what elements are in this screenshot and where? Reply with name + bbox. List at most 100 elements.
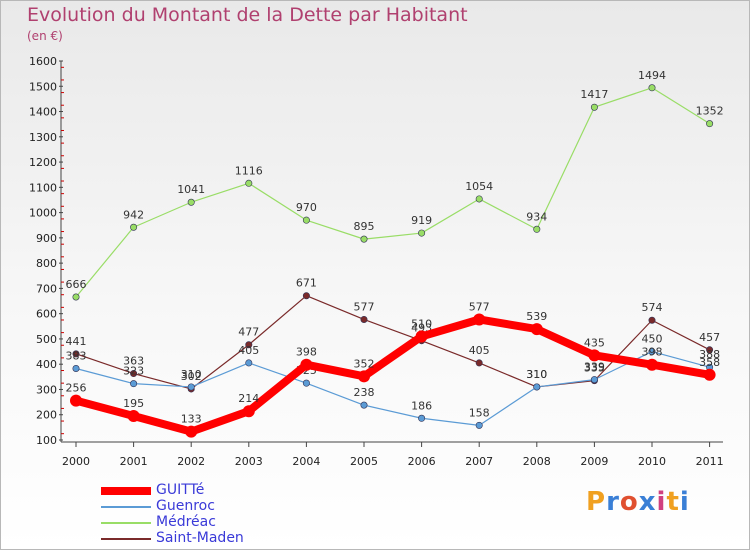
legend-swatch-medreac — [101, 522, 151, 524]
data-point-guitte — [358, 370, 370, 383]
data-point-medreac — [590, 103, 598, 111]
data-point-medreac — [475, 195, 483, 203]
data-point-guitte — [70, 394, 82, 407]
chart-title: Evolution du Montant de la Dette par Hab… — [27, 4, 468, 26]
data-point-medreac — [187, 198, 195, 206]
data-label-guitte: 358 — [699, 356, 720, 369]
data-point-guenroc — [533, 383, 541, 391]
chart-legend: GUITTé Guenroc Médréac Saint-Maden — [101, 482, 341, 547]
data-point-medreac — [533, 225, 541, 233]
data-point-guitte — [300, 358, 313, 371]
data-point-saint-maden — [706, 346, 714, 354]
data-label-saint-maden: 302 — [181, 370, 202, 383]
legend-label-saint-maden: Saint-Maden — [156, 530, 244, 546]
data-label-saint-maden: 577 — [354, 300, 375, 313]
data-label-guitte: 539 — [526, 310, 547, 323]
data-label-guenroc: 310 — [526, 368, 547, 381]
legend-item-guenroc: Guenroc — [101, 498, 341, 515]
data-point-medreac — [360, 235, 368, 243]
data-point-guitte — [703, 368, 716, 381]
data-point-guitte — [415, 330, 428, 343]
data-label-guenroc: 383 — [66, 349, 87, 362]
data-label-guitte: 435 — [584, 336, 605, 349]
legend-swatch-guitte — [101, 487, 151, 495]
chart-subtitle: (en €) — [27, 29, 63, 43]
data-label-guenroc: 339 — [584, 361, 605, 374]
data-point-guenroc — [360, 401, 368, 409]
y-tick-label: 900 — [36, 232, 57, 245]
x-tick-label: 2000 — [62, 455, 90, 468]
data-label-guenroc: 238 — [354, 386, 375, 399]
data-label-medreac: 919 — [411, 214, 432, 227]
data-point-medreac — [648, 84, 656, 92]
x-tick-label: 2004 — [292, 455, 320, 468]
data-label-medreac: 1494 — [638, 69, 666, 82]
data-point-guenroc — [475, 421, 483, 429]
x-tick-label: 2003 — [235, 455, 263, 468]
data-label-medreac: 942 — [123, 208, 144, 221]
y-tick-label: 1300 — [29, 131, 57, 144]
x-tick-label: 2011 — [696, 455, 724, 468]
data-point-guenroc — [648, 348, 656, 356]
data-label-medreac: 1116 — [235, 164, 263, 177]
data-label-guenroc: 450 — [642, 333, 663, 346]
data-label-medreac: 934 — [526, 210, 547, 223]
x-tick-label: 2009 — [580, 455, 608, 468]
logo-letter: i — [656, 487, 667, 517]
data-label-saint-maden: 310 — [526, 368, 547, 381]
data-point-saint-maden — [72, 350, 80, 358]
data-label-medreac: 1352 — [696, 105, 724, 118]
y-tick-label: 200 — [36, 409, 57, 422]
data-point-medreac — [418, 229, 426, 237]
y-tick-label: 300 — [36, 383, 57, 396]
data-point-medreac — [245, 179, 253, 187]
data-label-guenroc: 158 — [469, 406, 490, 419]
logo-letter: t — [666, 487, 680, 517]
series-line-medreac — [75, 87, 711, 298]
data-point-guitte — [127, 409, 140, 422]
y-tick-label: 100 — [36, 434, 57, 447]
x-tick-label: 2005 — [350, 455, 378, 468]
y-tick-label: 1400 — [29, 106, 57, 119]
data-label-saint-maden: 477 — [238, 326, 259, 339]
logo-letter: i — [679, 487, 690, 517]
data-label-guitte: 195 — [123, 397, 144, 410]
x-tick-label: 2006 — [408, 455, 436, 468]
y-tick-label: 1000 — [29, 207, 57, 220]
data-point-medreac — [72, 293, 80, 301]
data-label-guitte: 398 — [296, 346, 317, 359]
legend-label-guitte: GUITTé — [156, 482, 205, 498]
x-tick-label: 2001 — [120, 455, 148, 468]
y-tick-label: 1600 — [29, 55, 57, 68]
series-line-guenroc — [75, 350, 711, 426]
data-label-guenroc: 186 — [411, 399, 432, 412]
proxiti-logo: Proxiti — [586, 487, 690, 517]
data-label-guenroc: 405 — [238, 344, 259, 357]
data-point-saint-maden — [648, 316, 656, 324]
y-tick-label: 400 — [36, 358, 57, 371]
data-point-medreac — [130, 223, 138, 231]
data-label-saint-maden: 457 — [699, 331, 720, 344]
data-point-medreac — [706, 120, 714, 128]
series-line-saint-maden — [75, 295, 711, 390]
data-point-guenroc — [418, 414, 426, 422]
data-point-guenroc — [245, 359, 253, 367]
legend-item-guitte: GUITTé — [101, 482, 341, 499]
data-label-guitte: 352 — [354, 357, 375, 370]
y-tick-label: 700 — [36, 282, 57, 295]
legend-swatch-saint-maden — [101, 538, 151, 540]
data-label-guitte: 510 — [411, 317, 432, 330]
data-point-guitte — [646, 358, 658, 371]
x-tick-label: 2010 — [638, 455, 666, 468]
y-tick-label: 600 — [36, 308, 57, 321]
y-tick-label: 800 — [36, 257, 57, 270]
data-label-guitte: 133 — [181, 413, 202, 426]
data-point-saint-maden — [360, 315, 368, 323]
logo-letter: x — [638, 487, 657, 517]
data-point-saint-maden — [475, 359, 483, 367]
data-label-guitte: 577 — [469, 300, 490, 313]
data-label-medreac: 1041 — [177, 183, 205, 196]
legend-label-guenroc: Guenroc — [156, 498, 215, 514]
